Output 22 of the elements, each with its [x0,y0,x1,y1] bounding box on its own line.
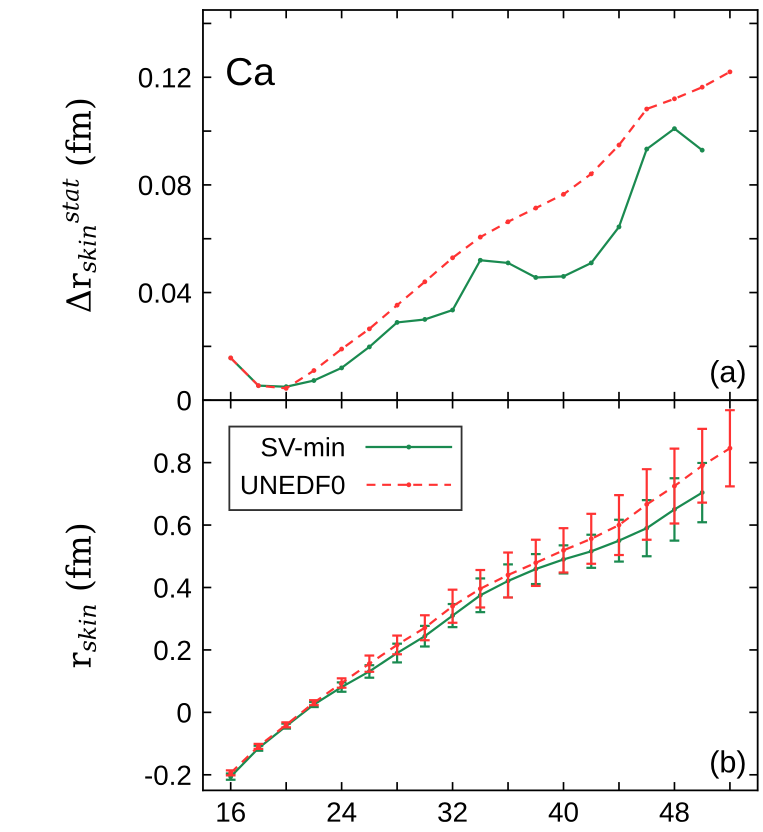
y-tick-label: 0.4 [154,578,192,598]
y-tick-label: -0.2 [145,765,190,786]
y-axis-title: r$_{skin}$ (fm) [65,524,96,668]
x-tick-label: 48 [660,802,689,822]
x-tick-label: 16 [217,802,245,822]
y-tick-label: 0.8 [154,453,191,473]
y-axis-title: Δr$_{skin}$$^{stat}$ (fm) [62,100,96,312]
y-tick-label: 0.04 [138,283,192,303]
legend-label: SV-min [262,437,344,457]
annotation: (a) [711,360,745,388]
x-tick-label: 24 [328,802,356,822]
annotation: (b) [711,750,745,779]
x-tick-label: 40 [548,802,578,822]
y-tick-label: 0.08 [138,176,191,196]
y-tick-label: 0.2 [154,640,190,660]
y-tick-label: 0 [177,390,191,411]
y-tick-label: 0.12 [138,68,190,88]
y-tick-label: 0.6 [154,516,191,536]
x-tick-label: 32 [438,802,467,822]
legend-label: UNEDF0 [242,476,344,494]
y-tick-label: 0 [177,703,191,723]
annotation: Ca [227,58,275,86]
